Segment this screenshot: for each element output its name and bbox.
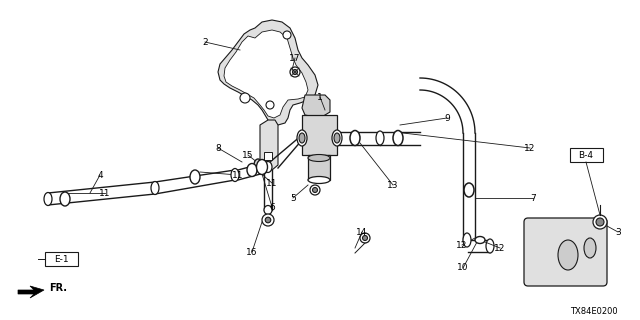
Ellipse shape — [60, 192, 70, 206]
Circle shape — [290, 67, 300, 77]
Circle shape — [283, 31, 291, 39]
Ellipse shape — [308, 155, 330, 162]
Circle shape — [240, 93, 250, 103]
Text: 3: 3 — [615, 228, 621, 236]
Ellipse shape — [299, 133, 305, 143]
Bar — [308, 155, 330, 180]
FancyBboxPatch shape — [524, 218, 607, 286]
Ellipse shape — [257, 159, 268, 174]
Text: 4: 4 — [97, 171, 103, 180]
Ellipse shape — [44, 193, 52, 205]
Ellipse shape — [247, 164, 257, 177]
Circle shape — [292, 69, 298, 75]
Text: 14: 14 — [356, 228, 368, 236]
Text: 9: 9 — [444, 114, 450, 123]
Polygon shape — [218, 20, 318, 125]
Ellipse shape — [190, 170, 200, 184]
Text: 15: 15 — [243, 150, 253, 159]
Circle shape — [312, 188, 317, 193]
Polygon shape — [260, 120, 278, 170]
Circle shape — [266, 101, 274, 109]
Text: 10: 10 — [457, 263, 468, 273]
Text: 17: 17 — [289, 53, 301, 62]
Bar — [45, 252, 78, 266]
Text: B-4: B-4 — [579, 150, 593, 159]
Text: 1: 1 — [317, 92, 323, 101]
Ellipse shape — [584, 238, 596, 258]
Text: 5: 5 — [290, 194, 296, 203]
Ellipse shape — [334, 133, 340, 143]
Text: 2: 2 — [202, 37, 208, 46]
Text: 11: 11 — [266, 179, 278, 188]
Circle shape — [262, 214, 274, 226]
Bar — [302, 115, 337, 155]
Ellipse shape — [297, 130, 307, 146]
Text: 6: 6 — [269, 203, 275, 212]
Text: 7: 7 — [530, 194, 536, 203]
Ellipse shape — [332, 130, 342, 146]
Circle shape — [593, 215, 607, 229]
Text: TX84E0200: TX84E0200 — [570, 307, 618, 316]
Text: 16: 16 — [246, 247, 258, 257]
Ellipse shape — [376, 131, 384, 145]
Ellipse shape — [464, 183, 474, 197]
Polygon shape — [18, 286, 44, 298]
Ellipse shape — [475, 236, 485, 244]
Text: FR.: FR. — [49, 283, 67, 293]
Ellipse shape — [151, 181, 159, 195]
Text: 12: 12 — [456, 241, 468, 250]
Polygon shape — [224, 30, 308, 118]
Bar — [264, 152, 272, 160]
Ellipse shape — [231, 169, 239, 181]
Ellipse shape — [254, 159, 262, 171]
Ellipse shape — [350, 131, 360, 146]
Ellipse shape — [393, 131, 403, 146]
Ellipse shape — [264, 205, 272, 214]
Ellipse shape — [308, 177, 330, 183]
Bar — [570, 148, 603, 162]
Text: 11: 11 — [232, 171, 244, 180]
Text: 8: 8 — [215, 143, 221, 153]
Circle shape — [596, 218, 604, 226]
Polygon shape — [302, 95, 330, 118]
Circle shape — [265, 217, 271, 223]
Ellipse shape — [264, 162, 272, 172]
Text: 11: 11 — [99, 188, 111, 197]
Ellipse shape — [486, 239, 494, 253]
Ellipse shape — [558, 240, 578, 270]
Circle shape — [362, 236, 367, 241]
Text: 12: 12 — [524, 143, 536, 153]
Text: E-1: E-1 — [54, 254, 68, 263]
Circle shape — [360, 233, 370, 243]
Ellipse shape — [463, 233, 471, 247]
Circle shape — [310, 185, 320, 195]
Text: 12: 12 — [494, 244, 506, 252]
Text: 13: 13 — [387, 180, 399, 189]
